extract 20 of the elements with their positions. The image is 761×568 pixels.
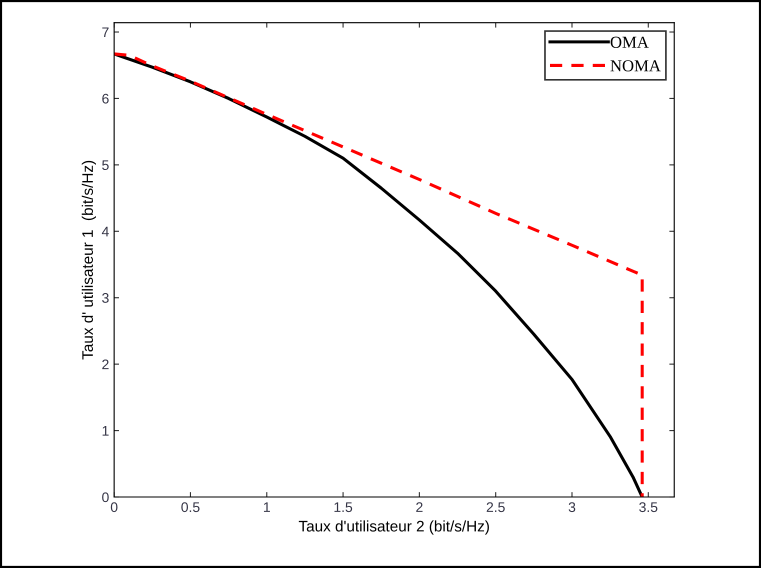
y-tick-label: 7 <box>102 27 109 38</box>
y-tick-label: 3 <box>102 293 109 303</box>
legend-label: OMA <box>610 36 649 48</box>
x-tick-label: 1 <box>264 502 270 512</box>
y-tick-label: 6 <box>102 94 109 104</box>
x-tick-label: 3.5 <box>639 502 658 512</box>
x-axis-title: Taux d'utilisateur 2 (bit/s/Hz) <box>298 520 489 535</box>
y-tick-label: 4 <box>102 226 109 236</box>
y-tick-label: 1 <box>102 426 109 436</box>
y-tick-label: 0 <box>102 492 109 502</box>
x-tick-label: 3 <box>568 502 576 512</box>
y-tick-label: 5 <box>102 160 109 170</box>
y-axis-title: Taux d' utilisateur 1 (bit/s/Hz) <box>82 160 96 360</box>
y-tick-label: 2 <box>102 359 109 370</box>
x-tick-label: 1.5 <box>334 502 352 512</box>
x-tick-label: 0.5 <box>181 502 200 512</box>
legend-label: NOMA <box>610 60 661 72</box>
x-tick-label: 2.5 <box>486 502 505 512</box>
x-tick-label: 0 <box>110 502 118 512</box>
x-tick-label: 2 <box>416 502 423 512</box>
